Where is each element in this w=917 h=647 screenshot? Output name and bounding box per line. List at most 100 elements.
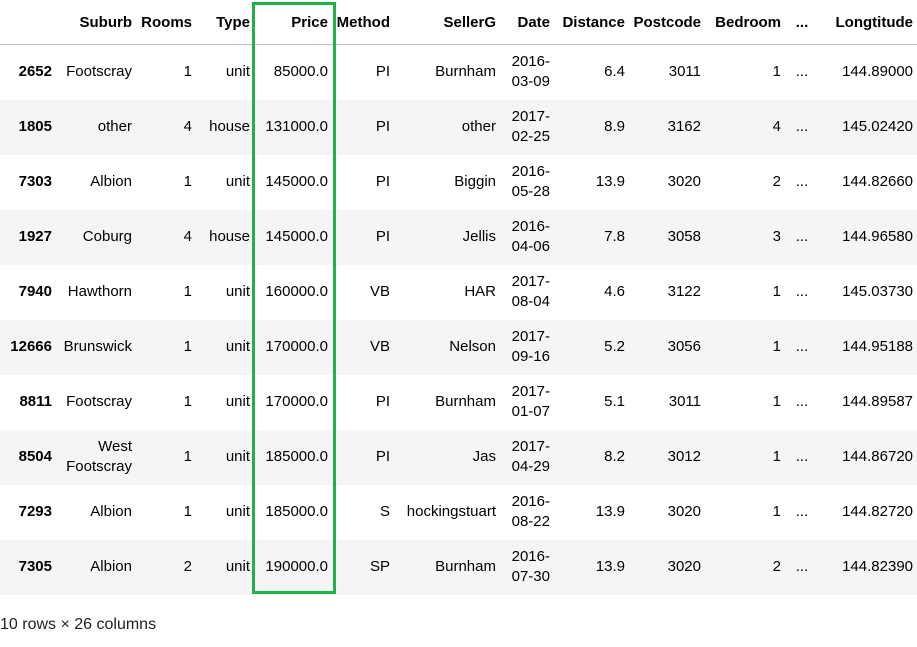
cell-date: 2016-05-28 (511, 163, 550, 200)
cell-ellipsis: ... (795, 283, 809, 300)
column-header-longtitude: Longtitude (819, 0, 917, 45)
cell-distance: 13.9 (595, 173, 625, 190)
cell-suburb: Footscray (66, 63, 132, 81)
table-row: 7303 Albion 1 unit 145000.0 PI Biggin 2016-05-2… (0, 154, 917, 210)
dataframe-table: Suburb Rooms Type Price Method SellerG Date Dis… (0, 0, 917, 595)
row-index: 7305 (18, 558, 52, 575)
cell-type: unit (225, 63, 250, 81)
cell-rooms: 2 (183, 558, 192, 575)
row-index: 2652 (18, 63, 52, 81)
cell-distance: 4.6 (604, 283, 625, 300)
cell-date: 2017-09-16 (511, 328, 550, 365)
cell-longtitude: 144.89000 (842, 63, 913, 81)
cell-price: 85000.0 (273, 63, 328, 81)
table-row: 1805 other 4 house 131000.0 PI other 2017-02-25… (0, 99, 917, 155)
cell-rooms: 4 (183, 118, 192, 135)
cell-postcode: 3020 (667, 503, 701, 520)
cell-price: 170000.0 (265, 393, 328, 410)
cell-longtitude: 144.82720 (842, 503, 913, 520)
cell-type: unit (225, 173, 250, 190)
cell-longtitude: 144.89587 (842, 393, 913, 410)
cell-date: 2017-01-07 (511, 383, 550, 420)
cell-ellipsis: ... (795, 503, 809, 520)
cell-distance: 5.1 (604, 393, 625, 410)
table-row: 7305 Albion 2 unit 190000.0 SP Burnham 2016-07-… (0, 539, 917, 595)
cell-longtitude: 145.03730 (842, 283, 913, 300)
cell-rooms: 4 (183, 228, 192, 245)
cell-longtitude: 144.96580 (842, 228, 913, 245)
cell-ellipsis: ... (795, 393, 809, 410)
column-header-distance: Distance (554, 0, 629, 45)
cell-method: PI (375, 393, 390, 410)
row-index: 7940 (18, 283, 52, 300)
row-index: 7293 (18, 503, 52, 520)
cell-suburb: Coburg (82, 228, 132, 245)
cell-ellipsis: ... (795, 63, 809, 81)
cell-seller: Burnham (435, 393, 496, 410)
cell-ellipsis: ... (795, 173, 809, 190)
row-index: 8811 (19, 393, 52, 410)
cell-rooms: 1 (183, 503, 192, 520)
cell-date: 2017-04-29 (511, 438, 550, 475)
cell-suburb: Albion (90, 173, 132, 190)
cell-date: 2016-07-30 (511, 548, 550, 585)
row-index: 1927 (18, 228, 52, 245)
table-body: 2652 Footscray 1 unit 85000.0 PI Burnham 2016-0… (0, 44, 917, 595)
cell-distance: 13.9 (595, 558, 625, 575)
cell-postcode: 3058 (667, 228, 701, 245)
column-header-postcode: Postcode (629, 0, 705, 45)
table-row: 2652 Footscray 1 unit 85000.0 PI Burnham 2016-0… (0, 44, 917, 100)
cell-suburb: Brunswick (63, 338, 132, 355)
column-header-suburb: Suburb (56, 0, 136, 45)
cell-suburb: Footscray (66, 393, 132, 410)
row-index: 7303 (18, 173, 52, 190)
cell-distance: 8.9 (604, 118, 625, 135)
cell-date: 2016-08-22 (511, 493, 550, 530)
cell-longtitude: 144.82390 (842, 558, 913, 575)
cell-seller: HAR (464, 283, 496, 300)
header-row: Suburb Rooms Type Price Method SellerG Date Dis… (0, 0, 917, 45)
cell-distance: 8.2 (604, 448, 625, 465)
cell-type: unit (225, 503, 250, 520)
cell-seller: other (461, 118, 496, 135)
cell-price: 185000.0 (265, 503, 328, 520)
cell-longtitude: 144.86720 (842, 448, 913, 465)
cell-seller: hockingstuart (406, 503, 496, 520)
cell-rooms: 1 (183, 63, 192, 81)
cell-seller: Jellis (462, 228, 496, 245)
cell-bedroom: 3 (772, 228, 781, 245)
cell-postcode: 3162 (667, 118, 701, 135)
cell-seller: Jas (472, 448, 496, 465)
cell-seller: Nelson (449, 338, 496, 355)
column-header-method: Method (332, 0, 394, 45)
cell-method: PI (375, 118, 390, 135)
cell-type: unit (225, 338, 250, 355)
cell-distance: 6.4 (604, 63, 625, 81)
cell-postcode: 3020 (667, 173, 701, 190)
cell-rooms: 1 (183, 173, 192, 190)
cell-method: VB (369, 338, 390, 355)
cell-date: 2016-03-09 (511, 53, 550, 91)
cell-bedroom: 1 (772, 283, 781, 300)
cell-postcode: 3012 (667, 448, 701, 465)
row-index: 8504 (18, 448, 52, 465)
cell-date: 2017-08-04 (511, 273, 550, 310)
cell-price: 131000.0 (265, 118, 328, 135)
cell-rooms: 1 (183, 393, 192, 410)
cell-suburb: West Footscray (66, 438, 132, 475)
cell-bedroom: 1 (772, 338, 781, 355)
cell-seller: Burnham (435, 558, 496, 575)
column-header-ellipsis: ... (785, 0, 819, 45)
table-row: 8504 West Footscray 1 unit 185000.0 PI Jas 2017… (0, 429, 917, 485)
column-header-price: Price (254, 0, 332, 45)
cell-bedroom: 2 (772, 173, 781, 190)
cell-method: VB (369, 283, 390, 300)
cell-seller: Burnham (435, 63, 496, 81)
row-index: 1805 (18, 118, 52, 135)
column-header-sellerg: SellerG (394, 0, 500, 45)
cell-price: 145000.0 (265, 228, 328, 245)
cell-type: house (209, 118, 250, 135)
cell-longtitude: 145.02420 (842, 118, 913, 135)
cell-distance: 5.2 (604, 338, 625, 355)
cell-price: 185000.0 (265, 448, 328, 465)
